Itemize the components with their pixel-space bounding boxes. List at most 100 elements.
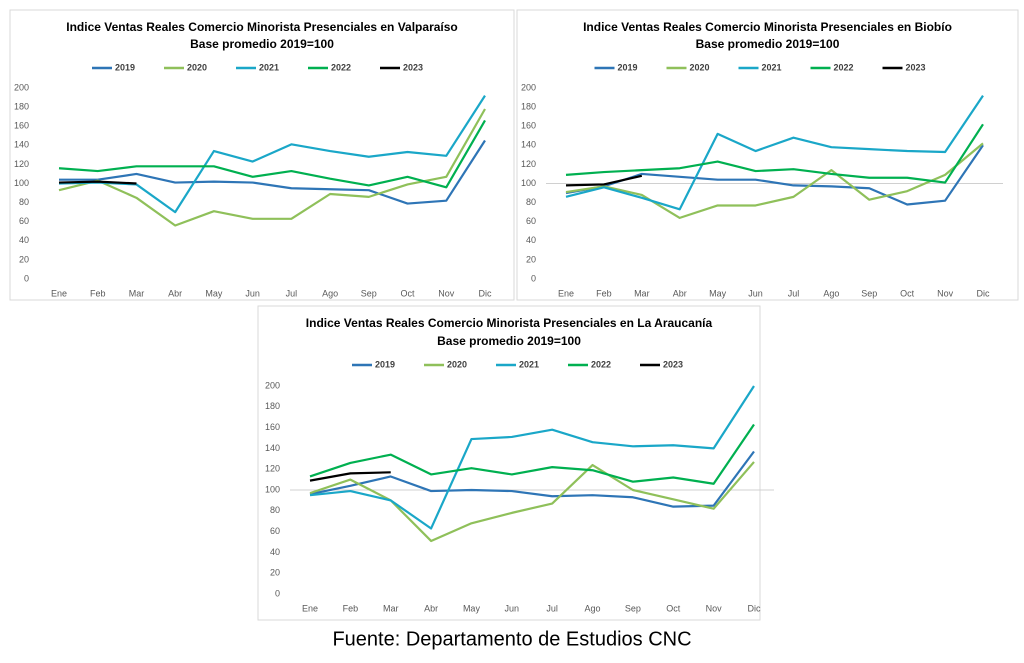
y-tick-label: 40	[270, 547, 280, 557]
y-tick-label: 180	[265, 401, 280, 411]
y-tick-label: 120	[521, 159, 536, 169]
y-tick-label: 200	[14, 82, 29, 92]
x-tick-label: Ago	[585, 603, 601, 613]
x-tick-label: May	[709, 288, 727, 298]
y-tick-label: 60	[19, 216, 29, 226]
series-line	[309, 461, 755, 543]
series-line	[58, 108, 486, 227]
x-tick-label: Abr	[673, 288, 687, 298]
legend-label: 2023	[906, 62, 926, 72]
x-tick-label: Nov	[438, 288, 455, 298]
y-tick-label: 100	[521, 178, 536, 188]
chart-title: Indice Ventas Reales Comercio Minorista …	[583, 20, 952, 34]
y-tick-label: 200	[521, 82, 536, 92]
legend-label: 2022	[331, 62, 351, 72]
y-tick-label: 140	[265, 443, 280, 453]
x-tick-label: Dic	[977, 288, 990, 298]
series-line	[309, 471, 391, 482]
y-tick-label: 80	[526, 197, 536, 207]
y-tick-label: 180	[521, 101, 536, 111]
y-tick-label: 40	[19, 235, 29, 245]
series-line	[309, 385, 755, 530]
x-tick-label: Feb	[596, 288, 612, 298]
x-tick-label: Jul	[286, 288, 298, 298]
y-tick-label: 100	[14, 178, 29, 188]
x-tick-label: May	[205, 288, 223, 298]
x-tick-label: Ago	[823, 288, 839, 298]
series-line	[309, 450, 755, 508]
y-tick-label: 120	[265, 464, 280, 474]
series-line	[58, 180, 137, 185]
series-line	[565, 174, 643, 187]
legend-label: 2021	[259, 62, 279, 72]
y-tick-label: 160	[521, 121, 536, 131]
x-tick-label: Ene	[558, 288, 574, 298]
y-tick-label: 80	[270, 505, 280, 515]
y-tick-label: 80	[19, 197, 29, 207]
x-tick-label: Jul	[788, 288, 800, 298]
y-tick-label: 0	[275, 588, 280, 598]
legend-label: 2019	[115, 62, 135, 72]
y-tick-label: 100	[265, 484, 280, 494]
y-tick-label: 180	[14, 101, 29, 111]
chart-subtitle: Base promedio 2019=100	[437, 334, 581, 348]
series-line	[565, 142, 984, 219]
x-tick-label: Dic	[748, 603, 761, 613]
legend-label: 2020	[690, 62, 710, 72]
legend-label: 2021	[519, 359, 539, 369]
x-tick-label: May	[463, 603, 481, 613]
chart-subtitle: Base promedio 2019=100	[696, 37, 840, 51]
legend-label: 2022	[834, 62, 854, 72]
x-tick-label: Feb	[90, 288, 106, 298]
y-tick-label: 160	[14, 121, 29, 131]
footer: Fuente: Departamento de Estudios CNC	[332, 628, 691, 650]
x-tick-label: Abr	[424, 603, 438, 613]
x-tick-label: Sep	[861, 288, 877, 298]
x-tick-label: Jul	[546, 603, 558, 613]
y-tick-label: 60	[270, 526, 280, 536]
series-line	[58, 119, 486, 189]
legend-label: 2020	[447, 359, 467, 369]
x-tick-label: Oct	[401, 288, 416, 298]
x-tick-label: Ene	[302, 603, 318, 613]
chart-title: Indice Ventas Reales Comercio Minorista …	[66, 20, 458, 34]
x-tick-label: Ene	[51, 288, 67, 298]
y-tick-label: 20	[19, 254, 29, 264]
chart-subtitle: Base promedio 2019=100	[190, 37, 334, 51]
x-tick-label: Mar	[383, 603, 399, 613]
legend-label: 2020	[187, 62, 207, 72]
x-tick-label: Feb	[343, 603, 359, 613]
chart-frame	[516, 9, 1019, 301]
x-tick-label: Jun	[245, 288, 260, 298]
x-tick-label: Abr	[168, 288, 182, 298]
x-tick-label: Sep	[361, 288, 377, 298]
x-tick-label: Mar	[129, 288, 145, 298]
series-line	[565, 144, 984, 206]
y-tick-label: 160	[265, 422, 280, 432]
x-tick-label: Jun	[505, 603, 520, 613]
legend-label: 2019	[375, 359, 395, 369]
y-tick-label: 200	[265, 380, 280, 390]
x-tick-label: Mar	[634, 288, 650, 298]
series-line	[309, 423, 755, 485]
legend-label: 2023	[403, 62, 423, 72]
x-tick-label: Sep	[625, 603, 641, 613]
y-tick-label: 40	[526, 235, 536, 245]
y-tick-label: 0	[24, 273, 29, 283]
y-tick-label: 20	[270, 568, 280, 578]
x-tick-label: Ago	[322, 288, 338, 298]
legend-label: 2019	[618, 62, 638, 72]
chart-title: Indice Ventas Reales Comercio Minorista …	[306, 316, 713, 330]
y-tick-label: 140	[521, 140, 536, 150]
series-line	[565, 123, 984, 184]
x-tick-label: Dic	[479, 288, 492, 298]
series-line	[565, 95, 984, 211]
y-tick-label: 140	[14, 140, 29, 150]
x-tick-label: Nov	[937, 288, 954, 298]
y-tick-label: 120	[14, 159, 29, 169]
chart-frame	[257, 305, 761, 621]
x-tick-label: Jun	[748, 288, 763, 298]
y-tick-label: 60	[526, 216, 536, 226]
legend-label: 2021	[762, 62, 782, 72]
